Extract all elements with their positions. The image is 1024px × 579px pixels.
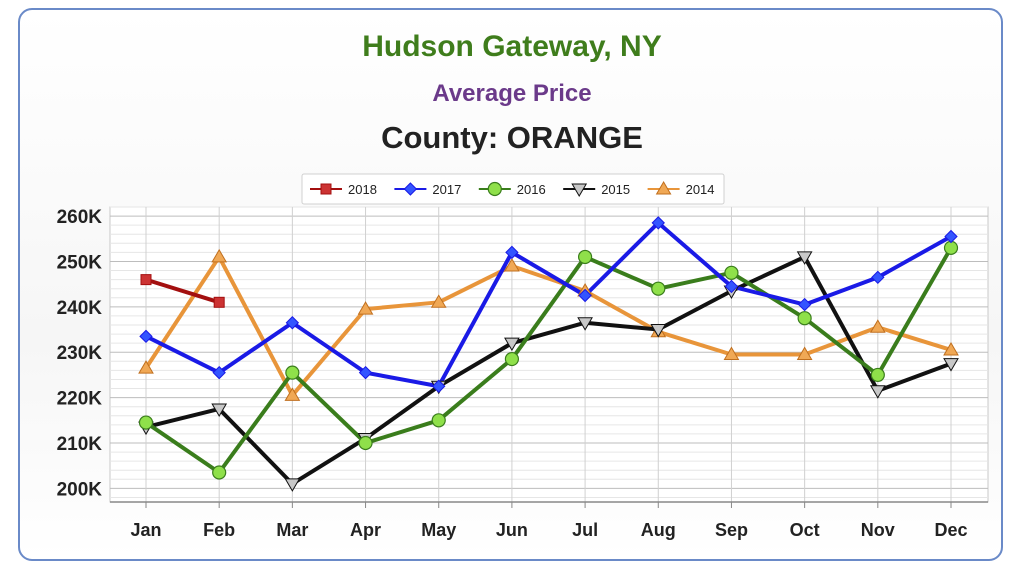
plot-area <box>109 206 989 503</box>
county-label: County: ORANGE <box>381 120 643 155</box>
chart-subtitle: Average Price <box>432 80 592 107</box>
data-point-2016 <box>943 240 959 255</box>
y-tick-label: 220K <box>57 389 103 410</box>
series-line-2018 <box>145 277 220 305</box>
legend-label-2014: 2014 <box>686 182 715 197</box>
legend-marker-2014 <box>655 181 672 195</box>
series-line-2014 <box>144 254 952 398</box>
data-point-2014 <box>723 346 740 360</box>
data-point-2017 <box>505 245 519 260</box>
data-point-2016 <box>724 265 739 280</box>
data-point-2014 <box>869 319 886 333</box>
series-line-2017 <box>145 220 952 389</box>
data-point-2014 <box>138 360 154 374</box>
data-point-2017 <box>285 316 300 330</box>
data-point-2016 <box>285 365 300 380</box>
x-tick-label: Mar <box>276 520 308 540</box>
data-point-2015 <box>796 251 813 265</box>
x-tick-label: Sep <box>715 520 748 540</box>
data-point-2014 <box>284 387 301 401</box>
data-point-2018 <box>140 274 152 286</box>
chart-title: Hudson Gateway, NY <box>362 30 662 63</box>
x-tick-label: Oct <box>790 520 820 540</box>
data-point-2015 <box>869 385 886 399</box>
x-tick-label: Jan <box>130 520 161 540</box>
data-point-2016 <box>577 249 593 265</box>
data-point-2014 <box>796 346 813 360</box>
x-tick-label: Dec <box>934 520 967 540</box>
x-tick-label: Aug <box>641 520 676 540</box>
data-point-2016 <box>358 435 373 451</box>
data-point-2014 <box>504 258 520 272</box>
data-point-2016 <box>212 465 227 480</box>
data-point-2015 <box>650 324 667 338</box>
x-tick-label: Nov <box>861 520 895 540</box>
data-point-2015 <box>504 337 520 352</box>
y-tick-label: 250K <box>57 252 103 273</box>
x-tick-label: May <box>421 520 456 540</box>
legend-label-2016: 2016 <box>517 182 546 197</box>
data-point-2015 <box>284 478 301 492</box>
legend-box <box>301 173 725 205</box>
data-point-2016 <box>651 281 666 296</box>
y-tick-label: 210K <box>57 434 103 455</box>
data-point-2015 <box>943 358 959 372</box>
data-point-2017 <box>871 270 885 285</box>
data-point-2017 <box>139 329 153 344</box>
x-tick-label: Feb <box>203 520 235 540</box>
data-point-2015 <box>577 317 593 331</box>
series-line-2016 <box>144 246 953 475</box>
data-point-2017 <box>578 288 592 303</box>
data-point-2017 <box>432 379 446 393</box>
x-tick-label: Apr <box>350 520 381 540</box>
data-point-2015 <box>211 403 228 417</box>
legend-label-2018: 2018 <box>348 182 377 197</box>
data-point-2016 <box>138 415 154 430</box>
data-point-2017 <box>797 297 812 312</box>
y-tick-label: 240K <box>57 298 103 319</box>
y-tick-label: 230K <box>57 343 103 364</box>
data-point-2018 <box>213 296 225 308</box>
data-point-2017 <box>944 229 958 244</box>
data-point-2014 <box>357 301 374 315</box>
series-line-2015 <box>145 254 952 486</box>
data-point-2014 <box>211 248 228 263</box>
data-point-2014 <box>943 341 959 356</box>
data-point-2016 <box>504 351 520 367</box>
data-point-2017 <box>651 216 665 230</box>
data-point-2017 <box>724 279 739 294</box>
y-tick-label: 260K <box>57 207 103 228</box>
y-tick-label: 200K <box>57 479 103 500</box>
x-tick-label: Jun <box>496 520 528 540</box>
x-tick-label: Jul <box>572 520 598 540</box>
data-point-2016 <box>797 311 812 326</box>
data-point-2016 <box>870 367 885 383</box>
data-point-2017 <box>212 365 226 380</box>
legend-marker-2016 <box>487 181 502 197</box>
legend-label-2015: 2015 <box>601 182 630 197</box>
data-point-2017 <box>358 365 373 380</box>
legend-marker-2018 <box>320 183 332 195</box>
data-point-2016 <box>431 413 446 428</box>
legend-marker-2017 <box>403 182 418 196</box>
data-point-2014 <box>430 294 447 308</box>
legend-marker-2015 <box>571 183 588 197</box>
legend-label-2017: 2017 <box>432 182 461 197</box>
